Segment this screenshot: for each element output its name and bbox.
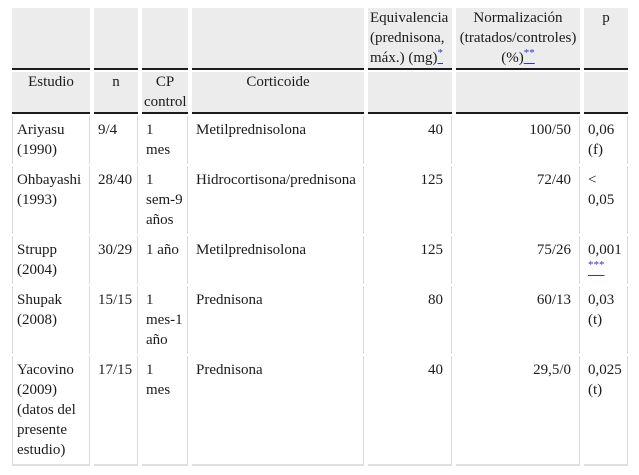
col-header-corticoide: Corticoide bbox=[192, 72, 364, 114]
equivalencia-cell: 80 bbox=[368, 286, 452, 354]
normalizacion-cell: 100/50 bbox=[456, 116, 580, 164]
equivalencia-label: Equivalencia (prednisona, máx.) (mg) bbox=[370, 10, 449, 66]
cp-control-cell: 1 año bbox=[142, 236, 188, 284]
studies-table: Equivalencia (prednisona, máx.) (mg)* No… bbox=[8, 6, 632, 468]
normalizacion-label: Normalización (tratados/controles) (%) bbox=[459, 10, 577, 66]
table-row: Yacovino (2009) (datos del presente estu… bbox=[12, 356, 628, 466]
table-row: Ohbayashi (1993) 28/40 1 sem-9 años Hidr… bbox=[12, 166, 628, 234]
col-header-cp-control: CP control bbox=[142, 72, 188, 114]
header-row-cols: Estudio n CP control Corticoide bbox=[12, 72, 628, 114]
table-row: Strupp (2004) 30/29 1 año Metilprednisol… bbox=[12, 236, 628, 284]
normalizacion-cell: 75/26 bbox=[456, 236, 580, 284]
p-value-cell: 0,025 (t) bbox=[584, 356, 628, 466]
normalizacion-cell: 60/13 bbox=[456, 286, 580, 354]
cp-control-cell: 1 sem-9 años bbox=[142, 166, 188, 234]
study-cell: Yacovino (2009) (datos del presente estu… bbox=[12, 356, 90, 466]
col-header-estudio: Estudio bbox=[12, 72, 90, 114]
n-cell: 17/15 bbox=[94, 356, 138, 466]
p-value-cell: 0,03 (t) bbox=[584, 286, 628, 354]
cp-control-cell: 1 mes bbox=[142, 116, 188, 164]
header-spacer-estudio bbox=[12, 8, 90, 70]
normalizacion-cell: 29,5/0 bbox=[456, 356, 580, 466]
n-cell: 9/4 bbox=[94, 116, 138, 164]
p-value: 0,001 bbox=[588, 242, 622, 258]
n-cell: 15/15 bbox=[94, 286, 138, 354]
n-cell: 28/40 bbox=[94, 166, 138, 234]
header-row-top: Equivalencia (prednisona, máx.) (mg)* No… bbox=[12, 8, 628, 70]
normalizacion-cell: 72/40 bbox=[456, 166, 580, 234]
header-spacer-equivalencia-2 bbox=[368, 72, 452, 114]
header-spacer-p-2 bbox=[584, 72, 628, 114]
header-spacer-cp bbox=[142, 8, 188, 70]
p-value-cell: < 0,05 bbox=[584, 166, 628, 234]
study-cell: Strupp (2004) bbox=[12, 236, 90, 284]
corticoide-cell: Metilprednisolona bbox=[192, 236, 364, 284]
corticoide-cell: Prednisona bbox=[192, 356, 364, 466]
col-header-p: p bbox=[584, 8, 628, 70]
footnote-link-triple-asterisk[interactable]: *** bbox=[588, 259, 605, 271]
study-cell: Ohbayashi (1993) bbox=[12, 166, 90, 234]
p-value-cell: 0,001 *** bbox=[584, 236, 628, 284]
header-spacer-corticoide bbox=[192, 8, 364, 70]
col-header-equivalencia: Equivalencia (prednisona, máx.) (mg)* bbox=[368, 8, 452, 70]
p-value-cell: 0,06 (f) bbox=[584, 116, 628, 164]
corticoide-cell: Prednisona bbox=[192, 286, 364, 354]
footnote-link-double-asterisk[interactable]: ** bbox=[523, 47, 535, 59]
cp-control-cell: 1 mes bbox=[142, 356, 188, 466]
footnote-link-asterisk[interactable]: * bbox=[437, 47, 443, 59]
equivalencia-cell: 125 bbox=[368, 166, 452, 234]
corticoide-cell: Hidrocortisona/prednisona bbox=[192, 166, 364, 234]
col-header-normalizacion: Normalización (tratados/controles) (%)** bbox=[456, 8, 580, 70]
equivalencia-cell: 125 bbox=[368, 236, 452, 284]
equivalencia-cell: 40 bbox=[368, 356, 452, 466]
table-row: Ariyasu (1990) 9/4 1 mes Metilprednisolo… bbox=[12, 116, 628, 164]
study-cell: Ariyasu (1990) bbox=[12, 116, 90, 164]
table-row: Shupak (2008) 15/15 1 mes-1 año Predniso… bbox=[12, 286, 628, 354]
col-header-n: n bbox=[94, 72, 138, 114]
cp-control-cell: 1 mes-1 año bbox=[142, 286, 188, 354]
corticoide-cell: Metilprednisolona bbox=[192, 116, 364, 164]
equivalencia-cell: 40 bbox=[368, 116, 452, 164]
header-spacer-n bbox=[94, 8, 138, 70]
n-cell: 30/29 bbox=[94, 236, 138, 284]
study-cell: Shupak (2008) bbox=[12, 286, 90, 354]
header-spacer-normalizacion-2 bbox=[456, 72, 580, 114]
